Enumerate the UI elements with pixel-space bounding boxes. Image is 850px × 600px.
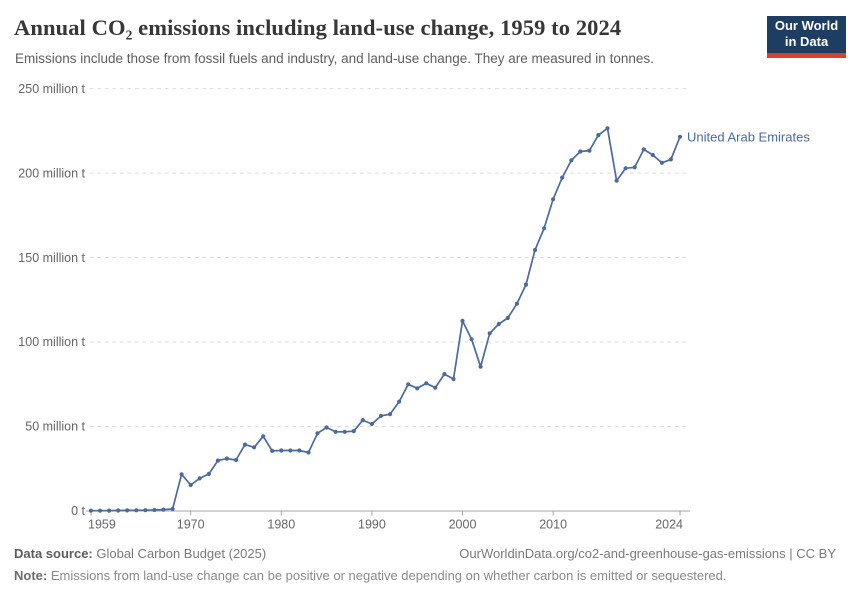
data-point [659, 160, 665, 165]
footnote: Note: Emissions from land-use change can… [14, 568, 794, 583]
footnote-label: Note: [14, 568, 48, 583]
data-point [324, 425, 329, 430]
data-point [152, 507, 157, 513]
y-axis-label: 150 million t [18, 251, 85, 265]
data-point [288, 448, 293, 453]
x-axis-label: 1990 [358, 518, 386, 532]
data-point [587, 148, 592, 153]
data-point [487, 331, 492, 336]
data-point [378, 413, 384, 418]
data-point [306, 450, 311, 455]
data-point [134, 508, 139, 513]
data-point [161, 507, 166, 512]
data-point [116, 508, 121, 513]
data-point [542, 226, 547, 231]
x-axis-label: 2010 [539, 518, 567, 532]
data-point [279, 448, 284, 453]
data-point [297, 448, 302, 453]
y-axis-label: 0 t [71, 504, 85, 518]
footnote-text: Emissions from land-use change can be po… [47, 568, 727, 583]
data-point [270, 448, 275, 453]
page-title: Annual CO₂ emissions including land-use … [14, 15, 622, 40]
data-point [342, 429, 347, 434]
data-point [360, 418, 365, 423]
data-point [107, 508, 112, 513]
data-point [505, 315, 510, 321]
data-point [578, 149, 583, 154]
data-point [641, 147, 646, 152]
x-axis-label: 2024 [655, 518, 683, 532]
owid-logo: Our World in Data [767, 16, 846, 58]
data-point [143, 508, 148, 513]
data-point [242, 442, 248, 447]
data-point [179, 472, 184, 477]
data-source: Data source: Global Carbon Budget (2025) [14, 546, 266, 561]
data-point [215, 458, 220, 463]
x-axis-label: 1970 [177, 518, 205, 532]
x-axis-label: 2000 [449, 518, 477, 532]
data-point [478, 364, 483, 369]
y-axis-label: 100 million t [18, 335, 85, 349]
data-point [369, 421, 374, 427]
data-point [605, 126, 610, 131]
data-point [333, 429, 338, 434]
chart-subtitle: Emissions include those from fossil fuel… [15, 51, 654, 66]
data-point [451, 376, 456, 382]
data-point [623, 166, 628, 171]
data-point [551, 197, 556, 202]
x-axis-label: 1980 [267, 518, 295, 532]
y-axis-label: 250 million t [18, 82, 85, 96]
data-point [668, 157, 674, 162]
data-point [98, 508, 103, 513]
y-axis-label: 200 million t [18, 166, 85, 180]
data-source-value: Global Carbon Budget (2025) [92, 546, 267, 561]
data-point [523, 282, 529, 287]
data-point [351, 429, 356, 434]
series-line [90, 127, 681, 512]
data-point [514, 301, 520, 306]
data-point [125, 508, 130, 513]
data-point [224, 456, 229, 461]
data-point [569, 158, 574, 163]
data-point [170, 506, 175, 512]
data-point [560, 175, 565, 180]
data-point [424, 381, 429, 386]
data-point [315, 431, 320, 436]
data-point [596, 133, 601, 138]
series-entity-label: United Arab Emirates [687, 129, 810, 144]
y-axis-label: 50 million t [25, 420, 85, 434]
emissions-line-chart: 0 t 50 million t 100 million t 150 million … [18, 82, 810, 532]
data-point [397, 399, 402, 404]
data-point [677, 134, 683, 139]
logo-line-1: Our World [774, 18, 839, 33]
footer: Data source: Global Carbon Budget (2025)… [14, 546, 836, 561]
data-point [197, 476, 202, 481]
data-point [206, 471, 211, 477]
data-point [442, 372, 447, 377]
data-point [614, 178, 619, 183]
data-point [88, 508, 94, 513]
data-point [632, 165, 637, 170]
x-axis-label: 1959 [88, 518, 116, 532]
data-point [233, 457, 239, 463]
data-point [469, 337, 474, 342]
data-point [188, 482, 193, 488]
data-point [496, 321, 501, 327]
data-point [415, 386, 420, 391]
data-point [650, 152, 655, 158]
data-point [460, 318, 465, 323]
data-point [387, 412, 393, 417]
citation-link[interactable]: OurWorldinData.org/co2-and-greenhouse-ga… [459, 546, 836, 561]
data-point [433, 385, 438, 390]
data-point [406, 382, 411, 387]
data-point [261, 434, 266, 439]
data-source-label: Data source: [14, 546, 93, 561]
data-point [252, 445, 257, 450]
data-point [532, 247, 538, 253]
logo-line-2: in Data [784, 34, 829, 49]
